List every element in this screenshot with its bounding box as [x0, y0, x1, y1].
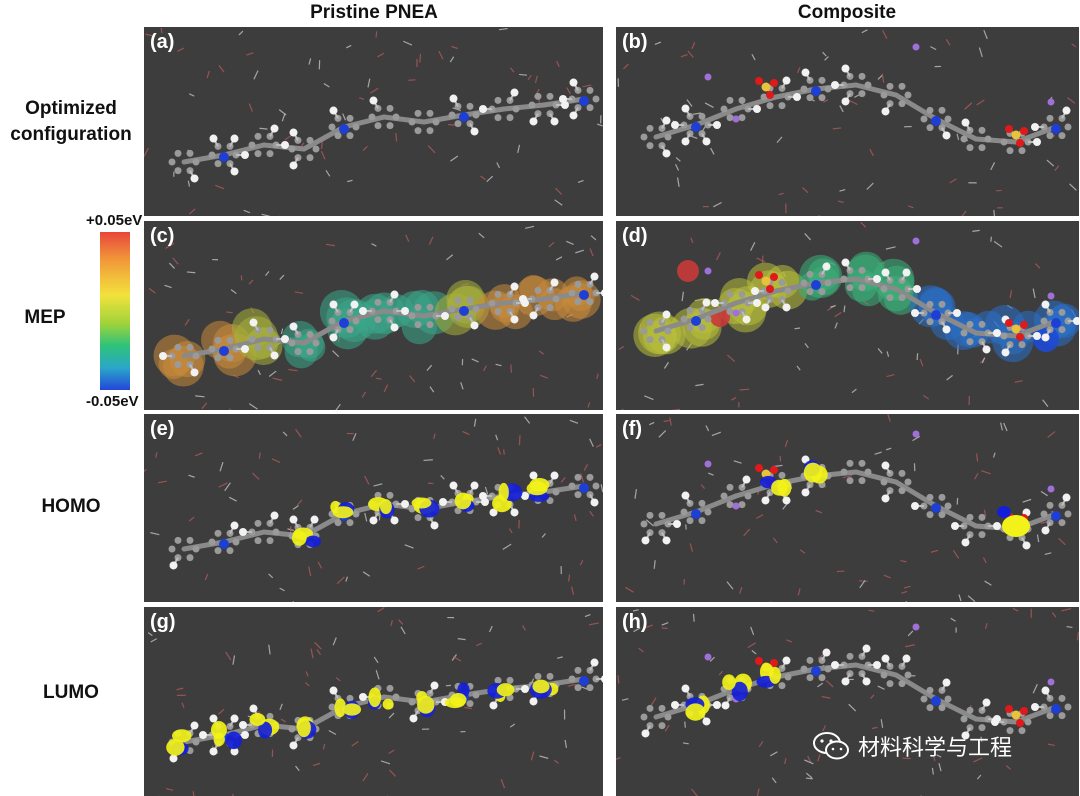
panel-h: (h)	[616, 607, 1079, 796]
watermark: 材料科学与工程	[812, 730, 1012, 762]
panel-letter-g: (g)	[150, 611, 176, 633]
panel-e: (e)	[144, 414, 603, 602]
panel-b: (b)	[616, 27, 1079, 216]
row-label-lumo: LUMO	[43, 682, 99, 703]
orbital-lobes	[685, 662, 782, 721]
panel-render	[148, 225, 603, 410]
row-label-optimized-line2: configuration	[10, 124, 132, 145]
colorbar-max-label: +0.05eV	[86, 212, 143, 229]
panel-letter-b: (b)	[622, 31, 648, 53]
orbital-lobes	[166, 679, 559, 756]
panel-letter-h: (h)	[622, 611, 648, 633]
panel-render	[625, 414, 1072, 602]
row-label-mep: MEP	[24, 307, 66, 328]
row-label-optimized: Optimized configuration	[0, 96, 142, 148]
solvent-water	[144, 416, 603, 602]
mep-surface	[153, 274, 601, 387]
orbital-lobes	[291, 478, 550, 548]
panel-render	[147, 607, 603, 796]
molecule	[168, 78, 600, 183]
mep-colorbar	[100, 232, 130, 390]
colorbar-min-label: -0.05eV	[86, 393, 139, 410]
panel-letter-d: (d)	[622, 225, 648, 247]
panel-letter-c: (c)	[150, 225, 175, 247]
panel-render	[144, 416, 603, 602]
panel-c: (c)	[144, 221, 603, 410]
panel-g: (g)	[144, 607, 603, 796]
orbital-lobes	[759, 460, 1030, 537]
panel-letter-e: (e)	[150, 418, 175, 440]
molecule	[640, 237, 1079, 357]
watermark-text: 材料科学与工程	[858, 736, 1013, 761]
panel-render	[617, 29, 1077, 216]
panel-render	[618, 221, 1079, 410]
solvent-water	[617, 29, 1077, 216]
panel-render	[144, 27, 603, 216]
solvent-water	[625, 414, 1066, 602]
molecule	[640, 623, 1072, 740]
colorbar-gradient	[100, 232, 130, 390]
panel-f: (f)	[616, 414, 1079, 602]
column-title-pristine: Pristine PNEA	[310, 2, 438, 23]
panel-render	[616, 607, 1079, 796]
molecule	[159, 272, 603, 377]
column-title-composite: Composite	[797, 2, 897, 23]
molecule	[640, 43, 1072, 158]
row-label-homo: HOMO	[41, 496, 101, 517]
panel-letter-f: (f)	[622, 418, 642, 440]
solvent-water	[147, 607, 599, 796]
panel-letter-a: (a)	[150, 31, 175, 53]
panel-d: (d)	[616, 221, 1079, 410]
panel-a: (a)	[144, 27, 603, 216]
wechat-icon	[813, 732, 849, 760]
row-label-optimized-line1: Optimized	[25, 98, 117, 119]
